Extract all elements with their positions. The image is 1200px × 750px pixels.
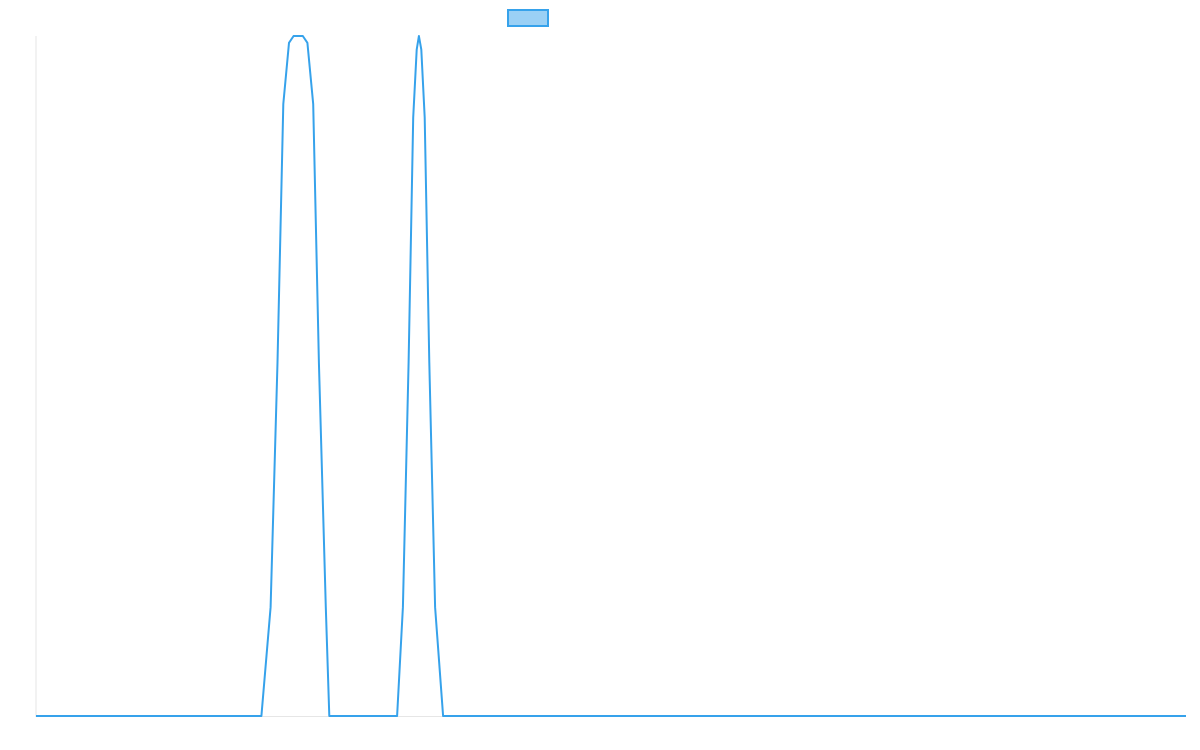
axes — [35, 36, 1186, 717]
series-layer — [36, 35, 1186, 717]
legend — [507, 9, 549, 27]
legend-swatch-series-1[interactable] — [507, 9, 549, 27]
series-line-1 — [36, 35, 1186, 717]
